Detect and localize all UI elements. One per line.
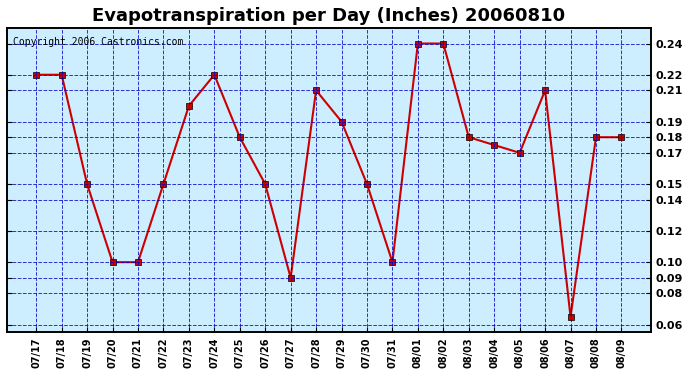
Text: Copyright 2006 Castronics.com: Copyright 2006 Castronics.com — [13, 37, 184, 47]
Title: Evapotranspiration per Day (Inches) 20060810: Evapotranspiration per Day (Inches) 2006… — [92, 7, 565, 25]
